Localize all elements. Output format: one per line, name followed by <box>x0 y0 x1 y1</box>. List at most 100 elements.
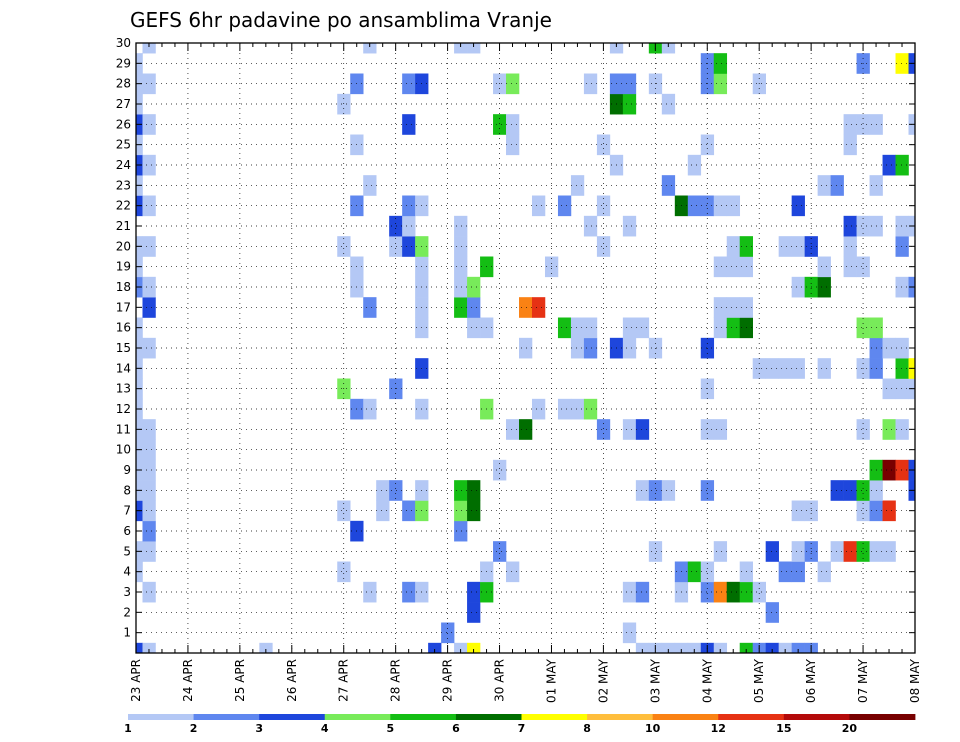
colorbar-label: 1 <box>124 722 132 735</box>
heatmap-cell <box>467 43 481 54</box>
y-tick-label: 20 <box>116 239 131 253</box>
x-tick-label: 04 MAY <box>700 658 714 703</box>
x-tick-label: 07 MAY <box>856 658 870 703</box>
heatmap-cell <box>570 337 585 359</box>
heatmap-cell <box>739 642 753 654</box>
heatmap-cell <box>830 175 844 196</box>
heatmap-cell <box>687 154 702 176</box>
heatmap-cell <box>506 73 520 95</box>
heatmap-cell <box>519 337 533 359</box>
colorbar-label: 12 <box>711 722 726 735</box>
heatmap-cell <box>454 480 468 501</box>
y-tick-label: 29 <box>116 56 131 70</box>
heatmap-cell <box>402 581 416 603</box>
x-tick-label: 30 APR <box>493 659 507 702</box>
heatmap-cell <box>467 480 481 501</box>
heatmap-cell <box>467 602 481 623</box>
heatmap-cell <box>519 419 533 440</box>
y-tick-label: 19 <box>116 260 131 274</box>
heatmap-cell <box>142 520 156 542</box>
y-tick-label: 10 <box>116 443 131 457</box>
heatmap-cell <box>635 642 650 654</box>
heatmap-cell <box>635 581 650 603</box>
heatmap-cell <box>856 480 870 501</box>
heatmap-cell <box>389 215 403 237</box>
heatmap-cell <box>467 297 481 318</box>
heatmap-cell <box>363 297 377 318</box>
colorbar-label: 2 <box>190 722 198 735</box>
heatmap-cell <box>895 378 909 400</box>
heatmap-cell <box>142 236 156 257</box>
heatmap-cell <box>467 500 481 522</box>
heatmap-cell <box>700 195 715 217</box>
x-tick-label: 05 MAY <box>752 658 766 703</box>
heatmap-cell <box>609 43 624 54</box>
heatmap-cell <box>583 398 598 420</box>
heatmap-cell <box>726 581 741 603</box>
heatmap-cell <box>402 500 416 522</box>
heatmap-cell <box>882 154 896 176</box>
y-tick-label: 28 <box>116 77 131 91</box>
x-tick-label: 06 MAY <box>804 658 818 703</box>
heatmap-cell <box>454 500 468 522</box>
heatmap-cell <box>142 459 156 481</box>
heatmap-cell <box>895 53 909 74</box>
heatmap-cell <box>596 195 611 217</box>
x-tick-label: 08 MAY <box>908 658 922 703</box>
heatmap-cell <box>791 195 805 217</box>
heatmap-cell <box>791 561 805 583</box>
heatmap-cell <box>817 276 831 298</box>
heatmap-cell <box>557 317 572 339</box>
x-axis: 23 APR 24 APR 25 APR 26 APR 27 APR 28 APR 29 A… <box>129 43 922 703</box>
heatmap-cell <box>765 358 779 379</box>
heatmap-cell <box>700 480 715 501</box>
heatmap-cell <box>895 358 909 379</box>
colorbar-label: 6 <box>452 722 460 735</box>
colorbar-label: 8 <box>583 722 591 735</box>
heatmap-cell <box>843 541 857 562</box>
dotted-grid <box>136 43 915 653</box>
y-tick-label: 26 <box>116 117 131 131</box>
colorbar-label: 5 <box>387 722 395 735</box>
colorbar-label: 4 <box>321 722 329 735</box>
y-tick-label: 24 <box>116 158 131 172</box>
heatmap-cell <box>791 236 805 257</box>
colorbar-label: 3 <box>255 722 263 735</box>
heatmap-cell <box>765 541 779 562</box>
y-tick-label: 23 <box>116 178 131 192</box>
heatmap-cell <box>142 439 156 461</box>
heatmap-cell <box>493 114 507 135</box>
x-tick-label: 24 APR <box>181 659 195 702</box>
heatmap-cell <box>622 419 637 440</box>
heatmap-cell <box>506 561 520 583</box>
y-tick-label: 16 <box>116 321 131 335</box>
heatmap-cell <box>583 317 598 339</box>
colorbar-swatch <box>128 714 194 720</box>
x-tick-label: 03 MAY <box>648 658 662 703</box>
colorbar-swatch <box>390 714 457 720</box>
heatmap-cell <box>337 236 351 257</box>
heatmap-cell <box>142 642 156 654</box>
heatmap-cell <box>648 541 663 562</box>
heatmap-cell <box>142 43 156 54</box>
heatmap-cell <box>713 541 728 562</box>
heatmap-cell <box>882 378 896 400</box>
y-tick-label: 18 <box>116 280 131 294</box>
heatmap-cell <box>726 256 741 278</box>
heatmap-cell <box>778 358 792 379</box>
colorbar-swatch <box>718 714 785 720</box>
heatmap-cell <box>531 195 546 217</box>
heatmap-cell <box>467 317 481 339</box>
heatmap-cell <box>687 642 702 654</box>
x-tick-label: 02 MAY <box>596 658 610 703</box>
heatmap-cell <box>402 195 416 217</box>
heatmap-cell <box>493 541 507 562</box>
heatmap-cell <box>713 317 728 339</box>
y-tick-label: 2 <box>123 605 131 619</box>
colorbar-label: 20 <box>842 722 858 735</box>
heatmap-cell <box>674 642 689 654</box>
heatmap-cell <box>882 337 896 359</box>
heatmap-cell <box>765 642 779 654</box>
heatmap-cell <box>622 581 637 603</box>
heatmap-cell <box>726 297 741 318</box>
